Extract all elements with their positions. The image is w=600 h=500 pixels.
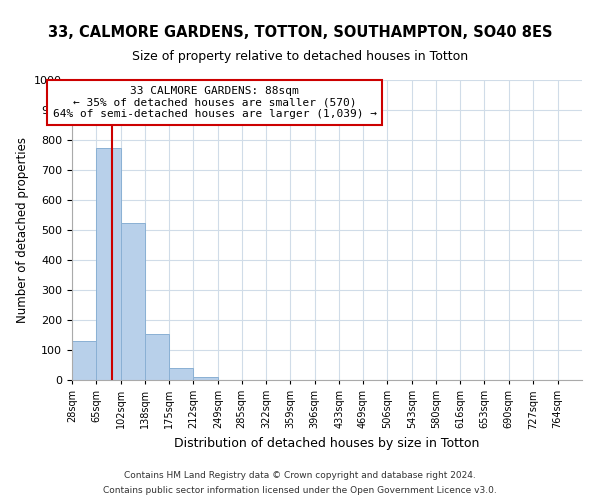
Y-axis label: Number of detached properties: Number of detached properties [16, 137, 29, 323]
Bar [97, 148, 121, 380]
X-axis label: Distribution of detached houses by size in Totton: Distribution of detached houses by size … [175, 437, 479, 450]
Bar [72, 341, 97, 380]
Text: 33, CALMORE GARDENS, TOTTON, SOUTHAMPTON, SO40 8ES: 33, CALMORE GARDENS, TOTTON, SOUTHAMPTON… [48, 25, 552, 40]
Bar [169, 368, 193, 380]
Bar [145, 334, 169, 380]
Text: Size of property relative to detached houses in Totton: Size of property relative to detached ho… [132, 50, 468, 63]
Text: Contains HM Land Registry data © Crown copyright and database right 2024.: Contains HM Land Registry data © Crown c… [124, 471, 476, 480]
Bar [121, 222, 145, 380]
Bar [193, 377, 218, 380]
Text: 33 CALMORE GARDENS: 88sqm
← 35% of detached houses are smaller (570)
64% of semi: 33 CALMORE GARDENS: 88sqm ← 35% of detac… [53, 86, 377, 119]
Text: Contains public sector information licensed under the Open Government Licence v3: Contains public sector information licen… [103, 486, 497, 495]
